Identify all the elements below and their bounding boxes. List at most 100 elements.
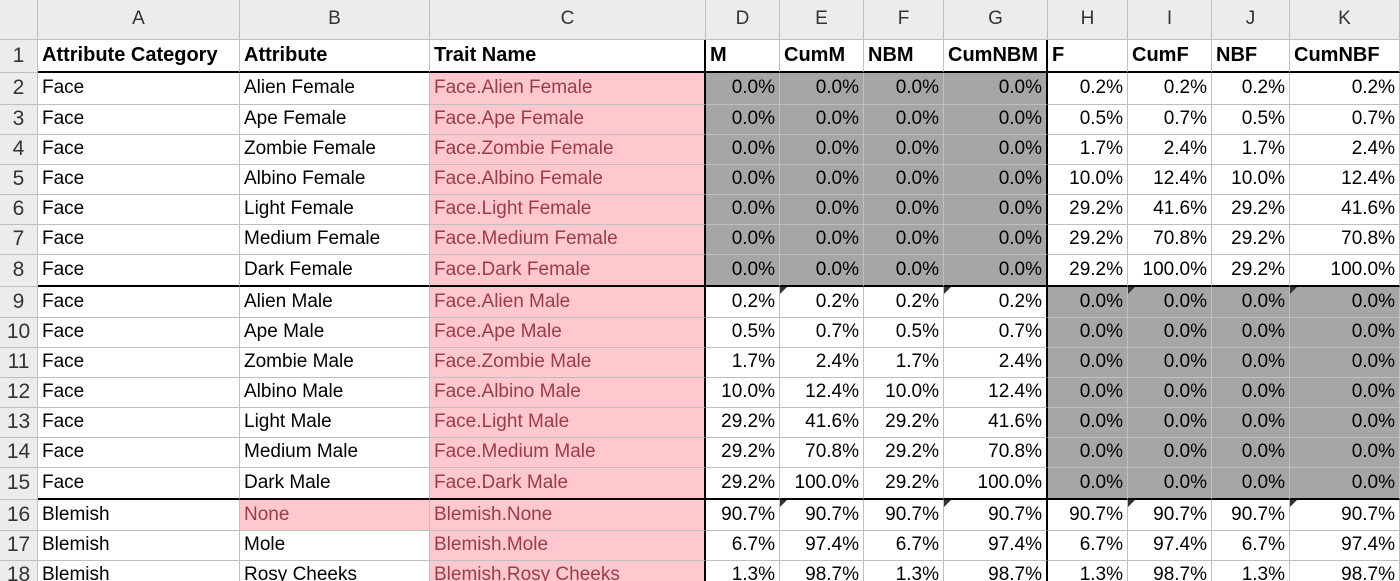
cell-a4[interactable]: Face xyxy=(38,135,240,165)
cell-i18[interactable]: 98.7% xyxy=(1128,561,1212,581)
cell-j3[interactable]: 0.5% xyxy=(1212,105,1290,135)
cell-h12[interactable]: 0.0% xyxy=(1048,378,1128,408)
cell-d13[interactable]: 29.2% xyxy=(706,408,780,438)
cell-h3[interactable]: 0.5% xyxy=(1048,105,1128,135)
cell-g5[interactable]: 0.0% xyxy=(944,165,1048,195)
cell-j7[interactable]: 29.2% xyxy=(1212,225,1290,255)
cell-f17[interactable]: 6.7% xyxy=(864,531,944,561)
cell-g10[interactable]: 0.7% xyxy=(944,318,1048,348)
cell-a11[interactable]: Face xyxy=(38,348,240,378)
cell-f10[interactable]: 0.5% xyxy=(864,318,944,348)
cell-j17[interactable]: 6.7% xyxy=(1212,531,1290,561)
cell-j2[interactable]: 0.2% xyxy=(1212,73,1290,105)
row-header-2[interactable]: 2 xyxy=(0,73,38,105)
row-header-3[interactable]: 3 xyxy=(0,105,38,135)
cell-i16[interactable]: 90.7% xyxy=(1128,500,1212,531)
cell-k12[interactable]: 0.0% xyxy=(1290,378,1400,408)
cell-h2[interactable]: 0.2% xyxy=(1048,73,1128,105)
cell-e2[interactable]: 0.0% xyxy=(780,73,864,105)
column-header-d[interactable]: D xyxy=(706,0,780,40)
cell-d5[interactable]: 0.0% xyxy=(706,165,780,195)
cell-b10[interactable]: Ape Male xyxy=(240,318,430,348)
cell-a18[interactable]: Blemish xyxy=(38,561,240,581)
cell-b18[interactable]: Rosy Cheeks xyxy=(240,561,430,581)
cell-k6[interactable]: 41.6% xyxy=(1290,195,1400,225)
cell-e9[interactable]: 0.2% xyxy=(780,287,864,318)
row-header-17[interactable]: 17 xyxy=(0,531,38,561)
cell-h6[interactable]: 29.2% xyxy=(1048,195,1128,225)
cell-b15[interactable]: Dark Male xyxy=(240,468,430,500)
column-header-f[interactable]: F xyxy=(864,0,944,40)
cell-a8[interactable]: Face xyxy=(38,255,240,287)
cell-j6[interactable]: 29.2% xyxy=(1212,195,1290,225)
cell-g13[interactable]: 41.6% xyxy=(944,408,1048,438)
cell-i12[interactable]: 0.0% xyxy=(1128,378,1212,408)
cell-e18[interactable]: 98.7% xyxy=(780,561,864,581)
cell-k14[interactable]: 0.0% xyxy=(1290,438,1400,468)
cell-k2[interactable]: 0.2% xyxy=(1290,73,1400,105)
cell-e6[interactable]: 0.0% xyxy=(780,195,864,225)
cell-b9[interactable]: Alien Male xyxy=(240,287,430,318)
cell-b14[interactable]: Medium Male xyxy=(240,438,430,468)
column-header-b[interactable]: B xyxy=(240,0,430,40)
cell-c6[interactable]: Face.Light Female xyxy=(430,195,706,225)
cell-h11[interactable]: 0.0% xyxy=(1048,348,1128,378)
cell-a17[interactable]: Blemish xyxy=(38,531,240,561)
cell-c13[interactable]: Face.Light Male xyxy=(430,408,706,438)
cell-c2[interactable]: Face.Alien Female xyxy=(430,73,706,105)
cell-e4[interactable]: 0.0% xyxy=(780,135,864,165)
cell-h17[interactable]: 6.7% xyxy=(1048,531,1128,561)
cell-j16[interactable]: 90.7% xyxy=(1212,500,1290,531)
cell-b3[interactable]: Ape Female xyxy=(240,105,430,135)
header-cell-j[interactable]: NBF xyxy=(1212,40,1290,73)
cell-i6[interactable]: 41.6% xyxy=(1128,195,1212,225)
cell-a5[interactable]: Face xyxy=(38,165,240,195)
cell-e15[interactable]: 100.0% xyxy=(780,468,864,500)
cell-h4[interactable]: 1.7% xyxy=(1048,135,1128,165)
cell-i5[interactable]: 12.4% xyxy=(1128,165,1212,195)
cell-c10[interactable]: Face.Ape Male xyxy=(430,318,706,348)
cell-c18[interactable]: Blemish.Rosy Cheeks xyxy=(430,561,706,581)
cell-d18[interactable]: 1.3% xyxy=(706,561,780,581)
cell-a13[interactable]: Face xyxy=(38,408,240,438)
row-header-9[interactable]: 9 xyxy=(0,287,38,318)
row-header-4[interactable]: 4 xyxy=(0,135,38,165)
cell-f2[interactable]: 0.0% xyxy=(864,73,944,105)
cell-j9[interactable]: 0.0% xyxy=(1212,287,1290,318)
cell-b7[interactable]: Medium Female xyxy=(240,225,430,255)
cell-c5[interactable]: Face.Albino Female xyxy=(430,165,706,195)
header-cell-b[interactable]: Attribute xyxy=(240,40,430,73)
cell-a2[interactable]: Face xyxy=(38,73,240,105)
cell-g11[interactable]: 2.4% xyxy=(944,348,1048,378)
cell-f9[interactable]: 0.2% xyxy=(864,287,944,318)
cell-f18[interactable]: 1.3% xyxy=(864,561,944,581)
cell-b16[interactable]: None xyxy=(240,500,430,531)
cell-h13[interactable]: 0.0% xyxy=(1048,408,1128,438)
header-cell-h[interactable]: F xyxy=(1048,40,1128,73)
header-cell-e[interactable]: CumM xyxy=(780,40,864,73)
cell-c9[interactable]: Face.Alien Male xyxy=(430,287,706,318)
cell-d15[interactable]: 29.2% xyxy=(706,468,780,500)
cell-f4[interactable]: 0.0% xyxy=(864,135,944,165)
cell-b4[interactable]: Zombie Female xyxy=(240,135,430,165)
cell-k5[interactable]: 12.4% xyxy=(1290,165,1400,195)
cell-g8[interactable]: 0.0% xyxy=(944,255,1048,287)
cell-b11[interactable]: Zombie Male xyxy=(240,348,430,378)
cell-f7[interactable]: 0.0% xyxy=(864,225,944,255)
header-cell-i[interactable]: CumF xyxy=(1128,40,1212,73)
cell-j15[interactable]: 0.0% xyxy=(1212,468,1290,500)
cell-k4[interactable]: 2.4% xyxy=(1290,135,1400,165)
cell-d4[interactable]: 0.0% xyxy=(706,135,780,165)
cell-c14[interactable]: Face.Medium Male xyxy=(430,438,706,468)
cell-f11[interactable]: 1.7% xyxy=(864,348,944,378)
cell-k11[interactable]: 0.0% xyxy=(1290,348,1400,378)
cell-g7[interactable]: 0.0% xyxy=(944,225,1048,255)
cell-c16[interactable]: Blemish.None xyxy=(430,500,706,531)
cell-b13[interactable]: Light Male xyxy=(240,408,430,438)
cell-i10[interactable]: 0.0% xyxy=(1128,318,1212,348)
cell-f14[interactable]: 29.2% xyxy=(864,438,944,468)
row-header-13[interactable]: 13 xyxy=(0,408,38,438)
cell-c11[interactable]: Face.Zombie Male xyxy=(430,348,706,378)
cell-d11[interactable]: 1.7% xyxy=(706,348,780,378)
column-header-g[interactable]: G xyxy=(944,0,1048,40)
